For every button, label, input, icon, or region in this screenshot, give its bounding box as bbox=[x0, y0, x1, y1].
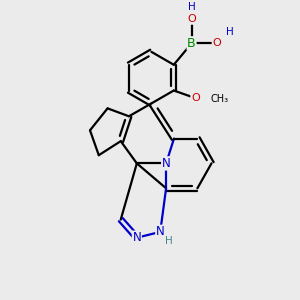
Text: O: O bbox=[212, 38, 221, 48]
Text: H: H bbox=[226, 27, 233, 37]
Text: CH₃: CH₃ bbox=[211, 94, 229, 104]
Text: N: N bbox=[156, 225, 165, 239]
Text: O: O bbox=[191, 93, 200, 103]
Text: N: N bbox=[162, 157, 170, 170]
Text: H: H bbox=[188, 2, 195, 11]
Text: N: N bbox=[133, 231, 141, 244]
Text: O: O bbox=[187, 14, 196, 24]
Text: H: H bbox=[165, 236, 172, 246]
Text: B: B bbox=[187, 37, 196, 50]
